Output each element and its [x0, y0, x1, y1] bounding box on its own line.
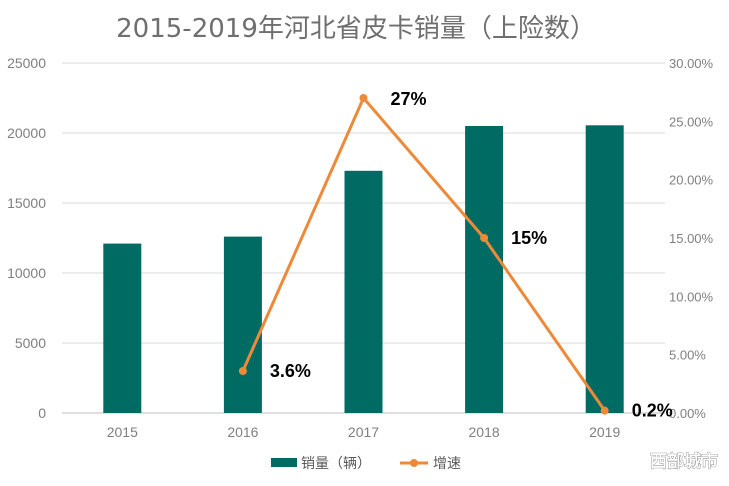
legend-bar-swatch	[271, 458, 297, 467]
right-tick-label: 10.00%	[669, 289, 714, 304]
growth-label-2018: 15%	[511, 228, 547, 248]
legend-line-label: 增速	[433, 456, 461, 472]
x-axis: 2015 2016 2017 2018 2019	[107, 424, 621, 440]
chart-title: 2015-2019年河北省皮卡销量（上险数）	[116, 14, 596, 44]
bar-2015	[103, 243, 142, 413]
bar-2017	[344, 170, 383, 413]
bar-series	[103, 125, 624, 414]
left-tick-label: 15000	[7, 195, 46, 211]
growth-point-2016	[238, 367, 247, 375]
legend: 销量（辆） 增速	[271, 456, 461, 472]
x-tick-label: 2016	[227, 424, 258, 440]
growth-point-2017	[359, 94, 368, 102]
left-axis: 0 5000 10000 15000 20000 25000	[7, 55, 46, 421]
bar-2016	[223, 236, 262, 413]
right-tick-label: 25.00%	[669, 114, 714, 129]
growth-label-2016: 3.6%	[270, 361, 311, 381]
growth-point-2019	[600, 406, 609, 415]
x-tick-label: 2019	[589, 424, 620, 440]
left-tick-label: 20000	[7, 125, 46, 141]
watermark: 西部城市	[650, 451, 718, 472]
left-tick-label: 5000	[15, 335, 46, 351]
growth-line	[241, 96, 606, 412]
growth-point-2018	[480, 234, 489, 242]
line-series: 3.6% 27% 15% 0.2%	[238, 89, 673, 421]
left-tick-label: 10000	[7, 265, 46, 281]
right-tick-label: 0.00%	[669, 406, 706, 421]
right-tick-label: 5.00%	[669, 348, 706, 363]
right-tick-label: 30.00%	[669, 56, 714, 71]
legend-bar-label: 销量（辆）	[301, 456, 371, 472]
left-tick-label: 25000	[7, 55, 46, 71]
x-tick-label: 2017	[348, 424, 379, 440]
bar-2019	[585, 125, 624, 414]
right-tick-label: 20.00%	[669, 173, 714, 188]
growth-label-2019: 0.2%	[632, 401, 673, 421]
right-tick-label: 15.00%	[669, 231, 714, 246]
bar-2018	[465, 126, 504, 413]
right-axis: 0.00% 5.00% 10.00% 15.00% 20.00% 25.00% 30.00%	[669, 56, 714, 421]
x-tick-label: 2015	[107, 424, 138, 440]
growth-label-2017: 27%	[391, 89, 427, 109]
left-tick-label: 0	[38, 405, 46, 421]
legend-line-marker	[410, 459, 418, 467]
x-tick-label: 2018	[469, 424, 500, 440]
